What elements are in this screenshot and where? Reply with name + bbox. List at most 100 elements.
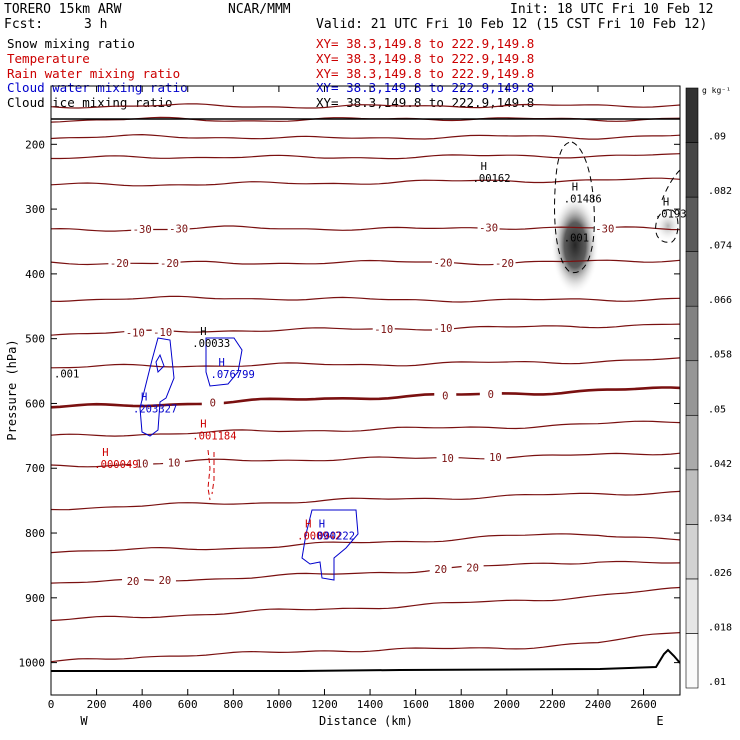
isotherm-label: -30 xyxy=(169,224,188,236)
extremum-value: .0193 xyxy=(655,209,687,221)
isotherm-label: -10 xyxy=(374,324,393,336)
x-tick-label: 1000 xyxy=(266,698,293,711)
temperature-isotherm xyxy=(51,225,680,232)
isotherm-label: -10 xyxy=(126,327,145,339)
isotherm-label-bg xyxy=(429,563,452,575)
isotherm-label-bg xyxy=(431,322,454,334)
axes: 0 200 400 600 800 1000 1200 1400 1600 1800 2000 220… xyxy=(19,86,680,711)
extremum-value: .01486 xyxy=(564,194,602,206)
x-tick-label: 1400 xyxy=(357,698,384,711)
isotherm-label-bg xyxy=(436,451,459,463)
valid-time: Valid: 21 UTC Fri 10 Feb 12 (15 CST Fri … xyxy=(316,17,707,32)
extremum-value: .000049 xyxy=(94,459,138,471)
snow-shading-max xyxy=(551,195,599,295)
x-tick-label: 600 xyxy=(178,698,198,711)
isotherm-label: 20 xyxy=(434,564,447,576)
temperature-isotherm xyxy=(51,386,680,409)
x-tick-label: 2400 xyxy=(585,698,612,711)
x-tick-label: 2600 xyxy=(630,698,657,711)
legend-cloudice-xy: XY= 38.3,149.8 to 222.9,149.8 xyxy=(316,95,534,110)
extremum-value: .000222 xyxy=(311,531,355,543)
colorbar-label: .066 xyxy=(708,295,732,306)
colorbar-unit: g kg⁻¹ xyxy=(702,86,731,95)
extremum-value: .001184 xyxy=(192,431,236,443)
cloudwater-contour-west xyxy=(139,337,175,437)
isotherm-label: 0 xyxy=(442,390,448,402)
colorbar-swatch xyxy=(685,305,699,362)
high-marker: H xyxy=(102,447,108,459)
extremum-value: .076799 xyxy=(211,369,255,381)
isotherm-label-bg xyxy=(158,257,181,269)
temperature-isotherm xyxy=(51,420,680,437)
legend: Snow mixing ratio XY= 38.3,149.8 to 222.… xyxy=(7,36,534,110)
temperature-isotherm xyxy=(51,153,680,160)
y-tick-label: 300 xyxy=(25,203,45,216)
isotherm-label-bg xyxy=(479,388,502,400)
x-tick-label: 2000 xyxy=(494,698,521,711)
model-title: TORERO 15km ARW xyxy=(4,2,122,17)
isotherm-label-bg xyxy=(108,256,131,268)
isotherm-label-bg xyxy=(484,450,507,462)
isotherm-label-bg xyxy=(434,389,457,401)
x-tick-label: 1600 xyxy=(402,698,429,711)
isotherm-label-bg xyxy=(372,322,395,334)
extremum-value: .00162 xyxy=(473,173,511,185)
x-tick-label: 200 xyxy=(87,698,107,711)
colorbar-label: .018 xyxy=(708,622,732,633)
y-tick-label: 200 xyxy=(25,138,45,151)
legend-snow-name: Snow mixing ratio xyxy=(7,36,135,51)
high-marker: H xyxy=(200,326,206,338)
colorbar-swatch xyxy=(685,414,699,471)
legend-rain-name: Rain water mixing ratio xyxy=(7,66,180,81)
isotherm-label: -20 xyxy=(434,257,453,269)
rain-contour-2 xyxy=(211,452,215,495)
isotherm-label-bg xyxy=(131,223,154,235)
cloudwater-contour-low xyxy=(301,509,359,581)
y-tick-label: 800 xyxy=(25,527,45,540)
temperature-isotherm xyxy=(51,560,680,584)
isotherm-label-bg xyxy=(201,396,224,408)
isotherm-label-bg xyxy=(431,256,454,268)
y-tick-label: 500 xyxy=(25,333,45,346)
isotherm-label: 10 xyxy=(489,452,502,464)
y-tick-label: 700 xyxy=(25,462,45,475)
isotherm-label: -30 xyxy=(595,223,614,235)
y-tick-label: 1000 xyxy=(19,657,46,670)
legend-cloudwater-xy: XY= 38.3,149.8 to 222.9,149.8 xyxy=(316,80,534,95)
snow-contour-east xyxy=(661,169,680,201)
legend-temperature-xy: XY= 38.3,149.8 to 222.9,149.8 xyxy=(316,51,534,66)
x-tick-label: 0 xyxy=(48,698,55,711)
high-marker: H xyxy=(200,419,206,431)
colorbar-label: .05 xyxy=(708,404,726,415)
isotherm-label: 0 xyxy=(488,389,494,401)
isotherm-label-bg xyxy=(151,325,174,337)
east-label: E xyxy=(656,714,663,728)
colorbar: .01 .018 .026 .034 .042 .05 .058 .066 .074 .082 .0… xyxy=(685,87,732,689)
center-title: NCAR/MMM xyxy=(228,2,291,17)
high-marker: H xyxy=(481,161,487,173)
isotherm-label: -20 xyxy=(495,258,514,270)
plot-frame xyxy=(50,85,681,696)
high-marker: H xyxy=(141,392,147,404)
isotherm-label-bg xyxy=(131,457,154,469)
temperature-isotherm xyxy=(51,357,680,369)
temperature-isotherm xyxy=(51,490,680,511)
isotherm-label-bg xyxy=(153,574,176,586)
colorbar-swatch xyxy=(685,251,699,307)
y-tick-label: 900 xyxy=(25,592,45,605)
extremum-value: .00033 xyxy=(192,338,230,350)
colorbar-label: .01 xyxy=(708,677,726,688)
temperature-isotherm xyxy=(51,295,680,303)
west-label: W xyxy=(80,714,88,728)
isotherm-label: 20 xyxy=(466,562,479,574)
isotherm-label: 10 xyxy=(168,458,181,470)
extremum-value: .203327 xyxy=(133,404,177,416)
y-tick-label: 400 xyxy=(25,268,45,281)
colorbar-swatch xyxy=(685,196,699,252)
isotherm-label: 0 xyxy=(210,398,216,410)
temperature-isotherm xyxy=(51,632,680,663)
terrain-line xyxy=(51,648,680,672)
colorbar-label: .042 xyxy=(708,459,732,470)
